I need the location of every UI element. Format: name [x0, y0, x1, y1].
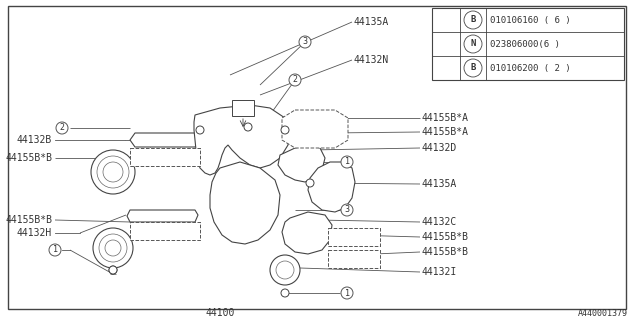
Text: 3: 3 [344, 205, 349, 214]
Polygon shape [127, 210, 198, 222]
Text: 44132H: 44132H [17, 228, 52, 238]
Text: 44135A: 44135A [422, 179, 457, 189]
Circle shape [244, 123, 252, 131]
Text: 1: 1 [344, 289, 349, 298]
FancyBboxPatch shape [130, 222, 200, 240]
Circle shape [299, 36, 311, 48]
Text: A: A [240, 103, 246, 113]
Text: 023806000(6 ): 023806000(6 ) [490, 39, 560, 49]
Text: 2: 2 [444, 39, 449, 49]
FancyBboxPatch shape [328, 250, 380, 268]
Circle shape [464, 11, 482, 29]
Circle shape [341, 287, 353, 299]
Polygon shape [308, 162, 355, 212]
Text: 2: 2 [60, 124, 65, 132]
Text: 44132C: 44132C [422, 217, 457, 227]
Text: 44132I: 44132I [422, 267, 457, 277]
Circle shape [289, 74, 301, 86]
Circle shape [270, 255, 300, 285]
Circle shape [464, 35, 482, 53]
Text: 3: 3 [444, 63, 449, 73]
Text: 44132N: 44132N [354, 55, 389, 65]
Circle shape [341, 156, 353, 168]
Text: 010106200 ( 2 ): 010106200 ( 2 ) [490, 63, 571, 73]
Text: 44132B: 44132B [17, 135, 52, 145]
Text: 3: 3 [303, 37, 307, 46]
Text: 44155B*A: 44155B*A [422, 127, 469, 137]
Circle shape [276, 261, 294, 279]
Circle shape [103, 162, 123, 182]
Polygon shape [210, 162, 280, 244]
Text: 44100: 44100 [205, 308, 235, 318]
Circle shape [93, 228, 133, 268]
Circle shape [97, 156, 129, 188]
Circle shape [109, 266, 117, 274]
Circle shape [437, 35, 455, 53]
Text: 44132D: 44132D [422, 143, 457, 153]
Circle shape [281, 126, 289, 134]
Bar [232, 100, 254, 116]
Polygon shape [282, 212, 332, 254]
Text: A440001379: A440001379 [578, 308, 628, 317]
Text: 44155B*B: 44155B*B [422, 232, 469, 242]
Text: 010106160 ( 6 ): 010106160 ( 6 ) [490, 15, 571, 25]
Text: 2: 2 [292, 76, 298, 84]
Circle shape [56, 122, 68, 134]
Circle shape [437, 59, 455, 77]
Circle shape [464, 59, 482, 77]
Polygon shape [282, 110, 348, 148]
Text: 1: 1 [444, 15, 449, 25]
Circle shape [437, 11, 455, 29]
Text: 44155B*B: 44155B*B [422, 247, 469, 257]
Text: B: B [470, 63, 476, 73]
Polygon shape [278, 145, 325, 182]
Text: 44135A: 44135A [354, 17, 389, 27]
Text: 44155B*B: 44155B*B [5, 153, 52, 163]
Bar [432, 8, 624, 80]
Text: 1: 1 [52, 245, 58, 254]
Circle shape [105, 240, 121, 256]
Polygon shape [130, 133, 200, 147]
FancyBboxPatch shape [130, 148, 200, 166]
Text: 44155B*B: 44155B*B [5, 215, 52, 225]
Circle shape [91, 150, 135, 194]
Circle shape [196, 126, 204, 134]
Circle shape [99, 234, 127, 262]
Text: B: B [470, 15, 476, 25]
Circle shape [341, 204, 353, 216]
Text: 1: 1 [344, 157, 349, 166]
Circle shape [49, 244, 61, 256]
FancyBboxPatch shape [328, 228, 380, 246]
Circle shape [281, 289, 289, 297]
Circle shape [109, 266, 117, 274]
Text: N: N [470, 39, 476, 49]
Circle shape [306, 179, 314, 187]
Polygon shape [194, 105, 290, 175]
Text: 44155B*A: 44155B*A [422, 113, 469, 123]
